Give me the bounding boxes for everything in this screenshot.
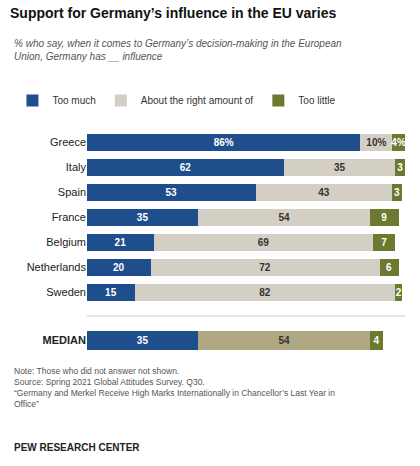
svg-text:82: 82: [259, 287, 271, 298]
svg-text:Too little: Too little: [298, 95, 335, 106]
svg-text:About the right amount of: About the right amount of: [141, 95, 254, 106]
svg-text:6: 6: [386, 262, 392, 273]
svg-text:PEW RESEARCH CENTER: PEW RESEARCH CENTER: [14, 442, 140, 453]
svg-text:Too much: Too much: [52, 95, 95, 106]
svg-text:69: 69: [258, 237, 270, 248]
svg-text:Belgium: Belgium: [46, 236, 86, 248]
svg-text:72: 72: [259, 262, 271, 273]
svg-text:Italy: Italy: [66, 161, 87, 173]
svg-text:Greece: Greece: [50, 136, 86, 148]
svg-text:21: 21: [115, 237, 127, 248]
svg-text:3: 3: [397, 162, 403, 173]
svg-text:Netherlands: Netherlands: [27, 261, 87, 273]
svg-text:43: 43: [318, 187, 330, 198]
svg-text:3: 3: [394, 187, 400, 198]
svg-text:Spain: Spain: [58, 186, 86, 198]
svg-text:7: 7: [381, 237, 387, 248]
svg-text:2: 2: [396, 287, 402, 298]
svg-text:9: 9: [381, 212, 387, 223]
svg-text:4: 4: [373, 335, 379, 346]
svg-text:Support for Germany’s influenc: Support for Germany’s influence in the E…: [10, 5, 336, 21]
svg-text:53: 53: [165, 187, 177, 198]
svg-text:4%: 4%: [391, 137, 406, 148]
svg-text:54: 54: [278, 335, 290, 346]
svg-text:35: 35: [137, 335, 149, 346]
svg-text:35: 35: [334, 162, 346, 173]
svg-text:62: 62: [180, 162, 192, 173]
svg-text:35: 35: [137, 212, 149, 223]
svg-text:20: 20: [113, 262, 125, 273]
svg-text:54: 54: [278, 212, 290, 223]
svg-text:86%: 86%: [214, 137, 234, 148]
svg-text:Note: Those who did not answer: Note: Those who did not answer not shown…: [14, 366, 335, 409]
svg-text:15: 15: [105, 287, 117, 298]
svg-text:Sweden: Sweden: [46, 286, 86, 298]
svg-text:10%: 10%: [366, 137, 386, 148]
svg-text:France: France: [52, 211, 86, 223]
svg-text:MEDIAN: MEDIAN: [43, 334, 86, 346]
svg-text:% who say, when it comes to Ge: % who say, when it comes to Germany’s de…: [14, 38, 342, 62]
